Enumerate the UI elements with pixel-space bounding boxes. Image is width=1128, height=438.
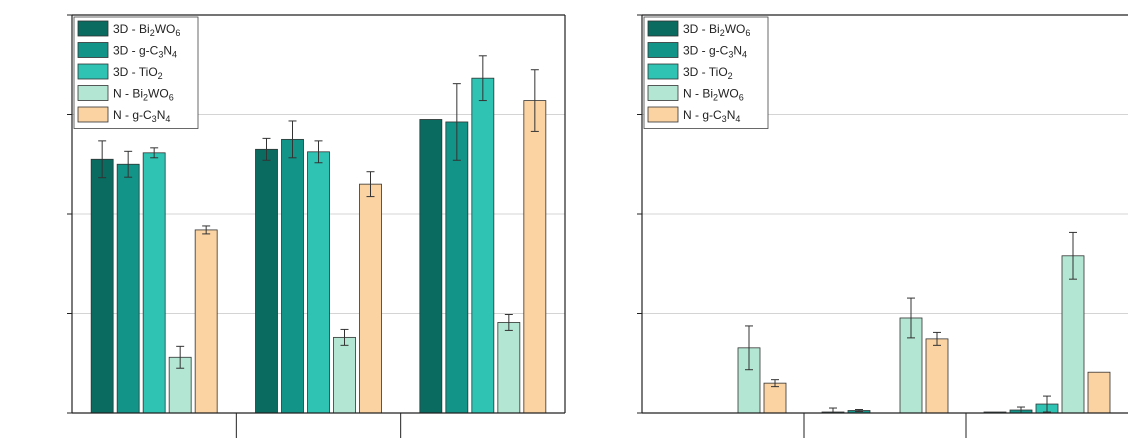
bar — [142, 152, 166, 414]
legend-label-part: N — [163, 44, 172, 58]
bar — [419, 119, 443, 414]
bar — [359, 183, 382, 414]
bar — [763, 382, 787, 414]
legend-label-part: N - g-C — [683, 108, 722, 122]
legend-label: 3D - Bi2WO6 — [683, 22, 750, 38]
legend-label-part: 3D - TiO — [113, 65, 158, 79]
legend-label: 3D - g-C3N4 — [683, 44, 747, 60]
legend-label-part: N — [727, 108, 736, 122]
legend-label-part: 4 — [742, 50, 747, 60]
legend-label-part: 4 — [172, 50, 177, 60]
legend-label-part: 2 — [150, 28, 155, 38]
bar — [445, 121, 469, 414]
bar — [1087, 371, 1111, 414]
legend-label-part: 2 — [713, 93, 718, 103]
legend-label-part: 2 — [720, 28, 725, 38]
legend-label: N - Bi2WO6 — [113, 87, 174, 103]
legend-label: N - g-C3N4 — [683, 108, 740, 124]
legend-label-part: 3 — [152, 114, 157, 124]
legend-label-part: N — [733, 44, 742, 58]
bar — [90, 158, 114, 414]
legend-label-part: 6 — [739, 93, 744, 103]
legend-label-part: 2 — [728, 71, 733, 81]
legend-label: 3D - g-C3N4 — [113, 44, 177, 60]
bar — [281, 138, 304, 414]
legend-swatch — [77, 20, 109, 37]
legend-label-part: 3D - Bi — [683, 22, 720, 36]
bar — [255, 148, 278, 414]
legend-swatch — [77, 42, 109, 58]
legend-label-part: 3 — [728, 50, 733, 60]
legend-label-part: N — [157, 108, 166, 122]
legend-label-part: 6 — [175, 28, 180, 38]
legend-label-part: 4 — [165, 114, 170, 124]
legend-label-part: 3D - Bi — [113, 22, 150, 36]
legend-label-part: 6 — [169, 93, 174, 103]
legend-swatch — [647, 85, 679, 101]
bar — [194, 229, 218, 414]
legend-label-part: WO — [725, 22, 746, 36]
legend-swatch — [647, 63, 679, 80]
legend-swatch — [77, 63, 109, 80]
legend-label-part: 3 — [158, 50, 163, 60]
bar — [333, 336, 356, 414]
legend-label-part: 3D - g-C — [683, 44, 729, 58]
legend-label-part: 2 — [143, 93, 148, 103]
legend-label: N - g-C3N4 — [113, 108, 170, 124]
bar — [307, 151, 330, 414]
legend-label-part: 6 — [745, 28, 750, 38]
bar — [925, 338, 949, 414]
legend-label-part: 3D - TiO — [683, 65, 728, 79]
legend-label-part: N - Bi — [683, 87, 713, 101]
bar — [116, 163, 140, 414]
legend-label-part: 3D - g-C — [113, 44, 159, 58]
bar — [471, 77, 495, 414]
legend-label-part: WO — [148, 87, 169, 101]
legend-label-part: 2 — [158, 71, 163, 81]
legend-swatch — [77, 106, 109, 123]
legend-swatch — [647, 20, 679, 37]
bar — [523, 100, 547, 414]
bar — [497, 322, 521, 414]
legend-label-part: WO — [718, 87, 739, 101]
legend-label: 3D - Bi2WO6 — [113, 22, 180, 38]
legend-label: 3D - TiO2 — [683, 65, 733, 81]
legend-label-part: 3 — [722, 114, 727, 124]
legend-swatch — [77, 85, 109, 101]
legend-swatch — [647, 106, 679, 123]
legend-label: N - Bi2WO6 — [683, 87, 744, 103]
legend-label-part: N - g-C — [113, 108, 152, 122]
legend-label-part: 4 — [735, 114, 740, 124]
legend-label: 3D - TiO2 — [113, 65, 163, 81]
legend-label-part: WO — [155, 22, 176, 36]
legend-label-part: N - Bi — [113, 87, 143, 101]
legend-swatch — [647, 42, 679, 58]
